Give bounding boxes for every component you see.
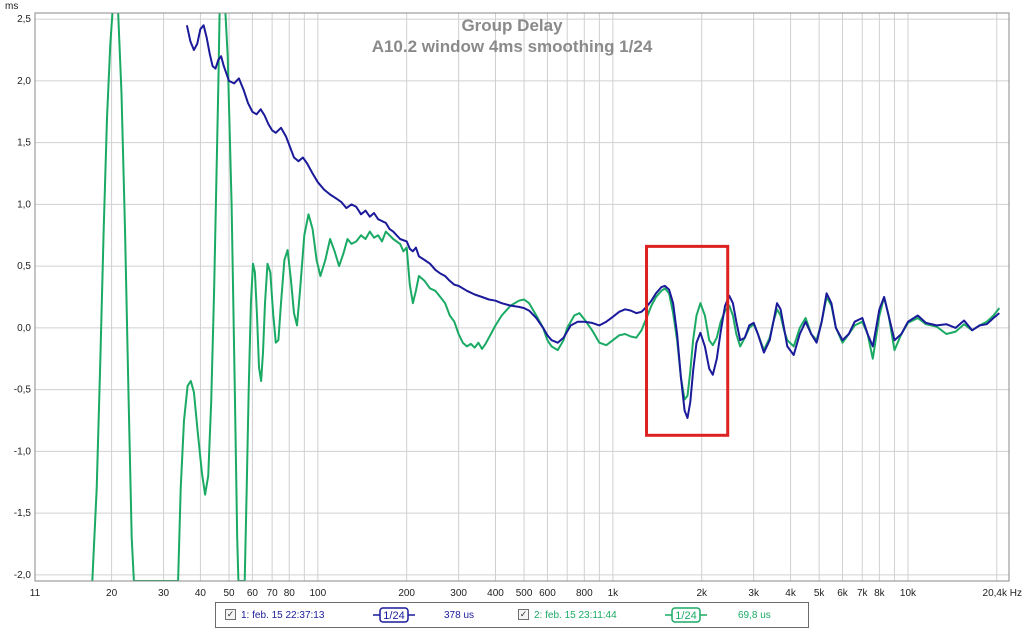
x-tick-label: 11	[30, 588, 41, 599]
x-tick-label: 400	[487, 588, 504, 599]
grid	[35, 13, 1009, 581]
y-tick-label: 1,5	[17, 138, 31, 149]
y-unit-label: ms	[5, 1, 18, 12]
y-tick-label: 1,0	[17, 199, 31, 210]
x-tick-label: 300	[450, 588, 467, 599]
plot-area	[35, 13, 1009, 581]
plot-frame	[34, 12, 1010, 582]
series-1-smoothing-icon[interactable]: 1/24	[372, 606, 416, 624]
x-tick-label: 100	[310, 588, 327, 599]
series-2-value: 69,8 us	[738, 610, 771, 621]
x-axis-ticks: 11 20 30 40 50 60 70 80 100 200 300 400 500 600 800 1k 2…	[30, 588, 1022, 599]
x-tick-label: 7k	[857, 588, 869, 599]
x-tick-label: 70	[267, 588, 279, 599]
x-tick-label: 50	[223, 588, 235, 599]
series-line-1	[185, 24, 1000, 419]
y-tick-label: 2,0	[17, 76, 31, 87]
check-icon: ✓	[226, 609, 235, 619]
series-2-checkbox[interactable]: ✓	[518, 609, 529, 620]
x-tick-label: 40	[195, 588, 207, 599]
x-tick-label: 5k	[814, 588, 826, 599]
x-tick-label: 200	[398, 588, 415, 599]
y-tick-label: 2,5	[17, 14, 31, 25]
curves	[91, 13, 1001, 581]
y-tick-label: -1,0	[14, 446, 32, 457]
chart-subtitle: A10.2 window 4ms smoothing 1/24	[372, 37, 653, 56]
x-tick-label: 2k	[696, 588, 708, 599]
x-tick-label: 600	[539, 588, 556, 599]
series-2-smoothing-text: 1/24	[675, 610, 696, 622]
series-1-value: 378 us	[444, 610, 475, 621]
y-tick-label: -2,0	[14, 570, 32, 581]
x-tick-label: 30	[158, 588, 170, 599]
group-delay-chart: 2,5 2,0 1,5 1,0 0,5 0,0 -0,5 -1,0 -1,5 -2,0 11 20 3…	[5, 1, 1022, 599]
series-1-smoothing-text: 1/24	[383, 610, 404, 622]
annotations	[645, 244, 730, 437]
x-tick-label: 500	[516, 588, 533, 599]
x-tick-label: 10k	[900, 588, 917, 599]
x-tick-label: 4k	[785, 588, 797, 599]
x-tick-label: 20,4k Hz	[983, 588, 1022, 599]
series-2-smoothing-icon[interactable]: 1/24	[664, 606, 708, 624]
chart-title: Group Delay	[461, 16, 563, 35]
x-tick-label: 800	[576, 588, 593, 599]
y-tick-label: -0,5	[14, 385, 32, 396]
y-tick-label: 0,5	[17, 261, 31, 272]
x-tick-label: 80	[284, 588, 296, 599]
x-tick-label: 1k	[608, 588, 620, 599]
highlight-box	[645, 244, 730, 437]
x-tick-label: 6k	[837, 588, 849, 599]
check-icon: ✓	[519, 609, 528, 619]
series-1-label: 1: feb. 15 22:37:13	[241, 610, 325, 621]
series-1-checkbox[interactable]: ✓	[225, 609, 236, 620]
y-axis-ticks: 2,5 2,0 1,5 1,0 0,5 0,0 -0,5 -1,0 -1,5 -2,0	[14, 14, 32, 581]
x-tick-label: 8k	[874, 588, 886, 599]
x-tick-label: 3k	[748, 588, 760, 599]
series-2-label: 2: feb. 15 23:11:44	[534, 610, 617, 621]
y-tick-label: 0,0	[17, 323, 31, 334]
legend: ✓ 1: feb. 15 22:37:13 1/24 378 us ✓ 2: f…	[215, 602, 809, 628]
x-tick-label: 60	[247, 588, 259, 599]
x-tick-label: 20	[106, 588, 118, 599]
y-tick-label: -1,5	[14, 508, 32, 519]
